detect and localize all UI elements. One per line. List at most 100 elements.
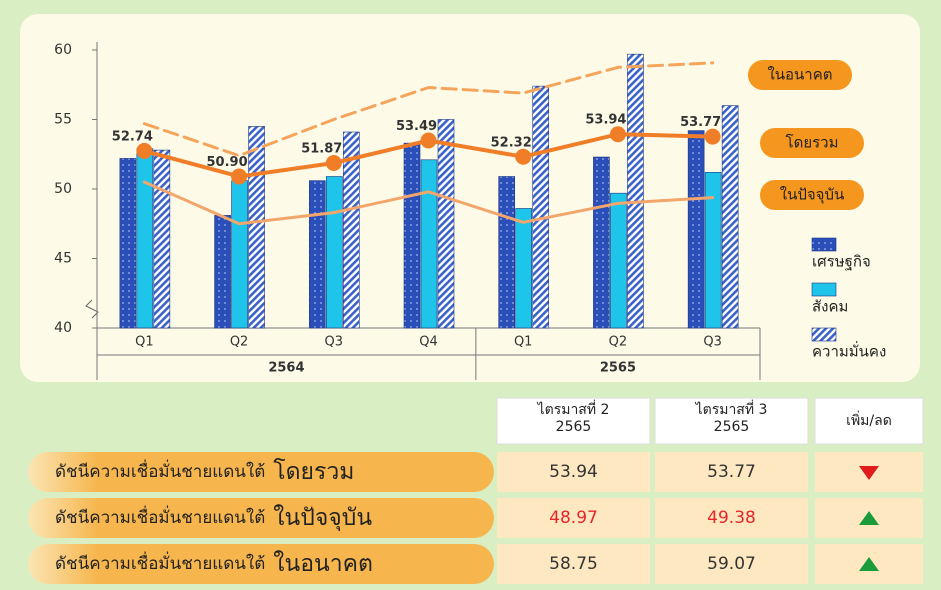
- bar: [610, 192, 627, 329]
- data-label: 52.32: [491, 135, 532, 150]
- bar: [498, 176, 516, 329]
- y-tick-label: 45: [54, 251, 72, 267]
- value-cell: [655, 452, 808, 492]
- marker: [231, 168, 248, 185]
- data-label: 53.49: [396, 119, 437, 134]
- bar: [437, 119, 455, 329]
- x-tick-label: Q4: [419, 335, 438, 350]
- bar: [153, 149, 171, 329]
- trend-up: [859, 557, 879, 571]
- value: 58.75: [549, 554, 598, 574]
- bar: [231, 180, 248, 329]
- legend-label: ในอนาคต: [767, 66, 832, 84]
- value: 53.94: [549, 462, 598, 482]
- bar: [403, 142, 421, 329]
- trend-up: [859, 511, 879, 525]
- bar: [420, 159, 438, 329]
- value-cell: [497, 544, 650, 584]
- line: [142, 180, 715, 226]
- marker: [704, 128, 721, 145]
- bar: [532, 85, 550, 329]
- trend-down: [859, 466, 879, 480]
- data-label: 50.90: [207, 155, 248, 170]
- header-cell: [654, 397, 809, 445]
- legend-pill: [760, 128, 864, 158]
- header-text: 2565: [556, 419, 592, 435]
- line: [142, 61, 715, 158]
- row-label-pill: [28, 452, 494, 492]
- bar: [308, 180, 326, 329]
- x-tick-label: Q1: [135, 335, 154, 350]
- y-tick-label: 60: [54, 42, 72, 58]
- x-tick-label: Q3: [703, 335, 722, 350]
- header-text: เพิ่ม/ลด: [846, 411, 892, 429]
- value: 59.07: [707, 554, 756, 574]
- marker: [609, 126, 626, 143]
- marker: [515, 148, 532, 165]
- bar: [214, 215, 231, 329]
- x-tick-label: Q2: [230, 335, 249, 350]
- bar: [627, 53, 644, 329]
- marker: [325, 155, 342, 172]
- data-label: 53.77: [680, 115, 721, 130]
- row-prefix: ดัชนีความเชื่อมั่นชายแดนใต้: [55, 551, 265, 574]
- header-text: ไตรมาสที่ 3: [695, 400, 768, 418]
- row-label-pill: [28, 498, 494, 538]
- bar: [721, 105, 739, 329]
- row-label-pill: [28, 544, 494, 584]
- value-cell: [655, 544, 808, 584]
- legend-swatch: [811, 237, 837, 252]
- row-label: ดัชนีความเชื่อมั่นชายแดนใต้ ในอนาคต: [55, 550, 373, 577]
- bar: [704, 172, 722, 329]
- legend-pill: [748, 60, 852, 90]
- bar: [248, 126, 265, 329]
- row-name: โดยรวม: [273, 458, 354, 485]
- header-cell: [496, 397, 651, 445]
- bar: [687, 130, 705, 329]
- legend-label: ในปัจจุบัน: [780, 186, 844, 205]
- y-tick-label: 40: [54, 320, 72, 336]
- x-tick-label: Q3: [325, 335, 344, 350]
- row-name: ในอนาคต: [273, 550, 373, 577]
- legend-label: โดยรวม: [786, 134, 839, 152]
- value: 48.97: [549, 508, 598, 528]
- row-label: ดัชนีความเชื่อมั่นชายแดนใต้ โดยรวม: [55, 458, 354, 485]
- value-cell: [655, 498, 808, 538]
- x-tick-label: Q2: [609, 335, 628, 350]
- legend-label: เศรษฐกิจ: [812, 253, 871, 271]
- data-label: 51.87: [301, 142, 342, 157]
- axis-break: [85, 299, 99, 319]
- bar: [136, 148, 154, 329]
- bar: [119, 158, 137, 329]
- legend-label: สังคม: [812, 298, 848, 316]
- bar: [593, 156, 610, 329]
- header-cell: [814, 397, 924, 445]
- header-text: 2565: [714, 419, 750, 435]
- data-label: 52.74: [112, 129, 153, 144]
- legend-swatch: [811, 327, 837, 342]
- marker: [136, 142, 153, 159]
- legend-swatch: [811, 282, 837, 297]
- header-text: ไตรมาสที่ 2: [537, 400, 610, 418]
- row-name: ในปัจจุบัน: [273, 504, 372, 531]
- row-prefix: ดัชนีความเชื่อมั่นชายแดนใต้: [55, 505, 265, 528]
- value: 49.38: [707, 508, 756, 528]
- group-label: 2564: [268, 361, 304, 376]
- legend-pill: [760, 180, 864, 210]
- data-label: 53.94: [585, 113, 626, 128]
- y-tick-label: 55: [54, 112, 72, 128]
- value-cell: [497, 452, 650, 492]
- row-label: ดัชนีความเชื่อมั่นชายแดนใต้ ในปัจจุบัน: [55, 504, 372, 531]
- value: 53.77: [707, 462, 756, 482]
- bar: [325, 176, 343, 329]
- bar: [515, 208, 533, 329]
- x-tick-label: Q1: [514, 335, 533, 350]
- marker: [420, 132, 437, 149]
- legend-label: ความมั่นคง: [812, 341, 886, 361]
- y-tick-label: 50: [54, 181, 72, 197]
- value-cell: [497, 498, 650, 538]
- group-label: 2565: [600, 361, 636, 376]
- bar: [342, 131, 360, 329]
